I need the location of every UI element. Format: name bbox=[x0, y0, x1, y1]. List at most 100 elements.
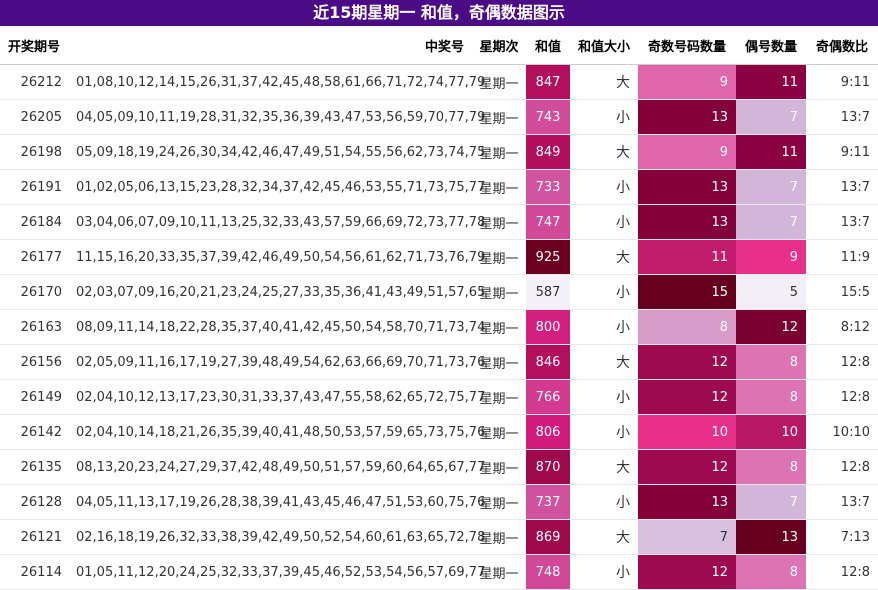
table-row: 26177 11,15,16,20,33,35,37,39,42,46,49,50… bbox=[0, 239, 878, 275]
cell-odd-count: 12 bbox=[638, 379, 736, 415]
cell-odd-count: 15 bbox=[638, 274, 736, 310]
cell-odd-count: 12 bbox=[638, 554, 736, 590]
cell-odd-even-ratio: 12:8 bbox=[806, 379, 878, 415]
cell-odd-even-ratio: 13:7 bbox=[806, 484, 878, 520]
col-header-issue: 开奖期号 bbox=[0, 26, 72, 65]
cell-odd-count: 13 bbox=[638, 169, 736, 205]
cell-odd-even-ratio: 7:13 bbox=[806, 519, 878, 555]
cell-weekday: 星期一 bbox=[472, 484, 526, 520]
cell-even-count: 9 bbox=[736, 239, 806, 275]
table-row: 26149 02,04,10,12,13,17,23,30,31,33,37,43… bbox=[0, 379, 878, 415]
cell-odd-count: 12 bbox=[638, 449, 736, 485]
cell-even-count: 7 bbox=[736, 169, 806, 205]
cell-sum: 847 bbox=[526, 64, 570, 100]
cell-numbers: 11,15,16,20,33,35,37,39,42,46,49,50,54,5… bbox=[72, 239, 485, 275]
cell-size: 大 bbox=[570, 134, 638, 170]
table-row: 26114 01,05,11,12,20,24,25,32,33,37,39,45… bbox=[0, 554, 878, 590]
col-header-ratio: 奇偶数比 bbox=[806, 26, 878, 65]
cell-odd-count: 10 bbox=[638, 414, 736, 450]
cell-weekday: 星期一 bbox=[472, 99, 526, 135]
cell-odd-even-ratio: 8:12 bbox=[806, 309, 878, 345]
cell-even-count: 5 bbox=[736, 274, 806, 310]
cell-odd-even-ratio: 13:7 bbox=[806, 99, 878, 135]
cell-even-count: 13 bbox=[736, 519, 806, 555]
cell-sum: 800 bbox=[526, 309, 570, 345]
cell-size: 小 bbox=[570, 554, 638, 590]
cell-odd-even-ratio: 9:11 bbox=[806, 134, 878, 170]
cell-issue: 26205 bbox=[0, 99, 72, 135]
col-header-weekday: 星期次 bbox=[472, 26, 526, 65]
cell-numbers: 02,05,09,11,16,17,19,27,39,48,49,54,62,6… bbox=[72, 344, 485, 380]
table-row: 26156 02,05,09,11,16,17,19,27,39,48,49,54… bbox=[0, 344, 878, 380]
cell-even-count: 10 bbox=[736, 414, 806, 450]
col-header-sum: 和值 bbox=[526, 26, 570, 65]
cell-size: 小 bbox=[570, 204, 638, 240]
cell-numbers: 02,03,07,09,16,20,21,23,24,25,27,33,35,3… bbox=[72, 274, 485, 310]
cell-odd-even-ratio: 12:8 bbox=[806, 554, 878, 590]
cell-odd-count: 12 bbox=[638, 344, 736, 380]
table-row: 26191 01,02,05,06,13,15,23,28,32,34,37,42… bbox=[0, 169, 878, 205]
cell-odd-count: 7 bbox=[638, 519, 736, 555]
cell-weekday: 星期一 bbox=[472, 379, 526, 415]
table-header-row: 开奖期号 中奖号 星期次 和值 和值大小 奇数号码数量 偶号数量 奇偶数比 bbox=[0, 26, 878, 65]
cell-even-count: 11 bbox=[736, 64, 806, 100]
table-row: 26163 08,09,11,14,18,22,28,35,37,40,41,42… bbox=[0, 309, 878, 345]
cell-numbers: 01,02,05,06,13,15,23,28,32,34,37,42,45,4… bbox=[72, 169, 485, 205]
col-header-odd: 奇数号码数量 bbox=[638, 26, 736, 65]
cell-issue: 26170 bbox=[0, 274, 72, 310]
cell-odd-even-ratio: 12:8 bbox=[806, 449, 878, 485]
cell-even-count: 8 bbox=[736, 379, 806, 415]
cell-weekday: 星期一 bbox=[472, 134, 526, 170]
cell-numbers: 04,05,11,13,17,19,26,28,38,39,41,43,45,4… bbox=[72, 484, 485, 520]
cell-weekday: 星期一 bbox=[472, 64, 526, 100]
cell-size: 大 bbox=[570, 64, 638, 100]
cell-numbers: 02,04,10,14,18,21,26,35,39,40,41,48,50,5… bbox=[72, 414, 485, 450]
cell-sum: 737 bbox=[526, 484, 570, 520]
cell-size: 小 bbox=[570, 379, 638, 415]
cell-numbers: 03,04,06,07,09,10,11,13,25,32,33,43,57,5… bbox=[72, 204, 485, 240]
table-row: 26170 02,03,07,09,16,20,21,23,24,25,27,33… bbox=[0, 274, 878, 310]
cell-size: 大 bbox=[570, 519, 638, 555]
cell-issue: 26212 bbox=[0, 64, 72, 100]
cell-sum: 766 bbox=[526, 379, 570, 415]
cell-issue: 26121 bbox=[0, 519, 72, 555]
cell-numbers: 02,16,18,19,26,32,33,38,39,42,49,50,52,5… bbox=[72, 519, 485, 555]
cell-odd-count: 9 bbox=[638, 134, 736, 170]
cell-even-count: 12 bbox=[736, 309, 806, 345]
table-row: 26212 01,08,10,12,14,15,26,31,37,42,45,48… bbox=[0, 64, 878, 100]
cell-sum: 870 bbox=[526, 449, 570, 485]
cell-sum: 587 bbox=[526, 274, 570, 310]
cell-numbers: 01,05,11,12,20,24,25,32,33,37,39,45,46,5… bbox=[72, 554, 485, 590]
cell-even-count: 7 bbox=[736, 204, 806, 240]
cell-issue: 26198 bbox=[0, 134, 72, 170]
cell-odd-count: 11 bbox=[638, 239, 736, 275]
cell-odd-even-ratio: 9:11 bbox=[806, 64, 878, 100]
cell-weekday: 星期一 bbox=[472, 519, 526, 555]
table-row: 26128 04,05,11,13,17,19,26,28,38,39,41,43… bbox=[0, 484, 878, 520]
table-row: 26205 04,05,09,10,11,19,28,31,32,35,36,39… bbox=[0, 99, 878, 135]
table-row: 26198 05,09,18,19,24,26,30,34,42,46,47,49… bbox=[0, 134, 878, 170]
cell-even-count: 7 bbox=[736, 484, 806, 520]
cell-numbers: 01,08,10,12,14,15,26,31,37,42,45,48,58,6… bbox=[72, 64, 485, 100]
cell-size: 大 bbox=[570, 239, 638, 275]
col-header-numbers: 中奖号 bbox=[72, 26, 472, 65]
cell-odd-even-ratio: 13:7 bbox=[806, 204, 878, 240]
cell-weekday: 星期一 bbox=[472, 204, 526, 240]
cell-odd-even-ratio: 10:10 bbox=[806, 414, 878, 450]
cell-numbers: 05,09,18,19,24,26,30,34,42,46,47,49,51,5… bbox=[72, 134, 485, 170]
cell-sum: 733 bbox=[526, 169, 570, 205]
cell-sum: 806 bbox=[526, 414, 570, 450]
cell-issue: 26114 bbox=[0, 554, 72, 590]
table-row: 26184 03,04,06,07,09,10,11,13,25,32,33,43… bbox=[0, 204, 878, 240]
page-title: 近15期星期一 和值，奇偶数据图示 bbox=[0, 0, 878, 26]
table-row: 26121 02,16,18,19,26,32,33,38,39,42,49,50… bbox=[0, 519, 878, 555]
cell-size: 大 bbox=[570, 449, 638, 485]
cell-weekday: 星期一 bbox=[472, 554, 526, 590]
col-header-size: 和值大小 bbox=[570, 26, 638, 65]
cell-issue: 26128 bbox=[0, 484, 72, 520]
cell-weekday: 星期一 bbox=[472, 169, 526, 205]
cell-size: 小 bbox=[570, 274, 638, 310]
cell-sum: 743 bbox=[526, 99, 570, 135]
cell-even-count: 8 bbox=[736, 449, 806, 485]
cell-even-count: 8 bbox=[736, 344, 806, 380]
